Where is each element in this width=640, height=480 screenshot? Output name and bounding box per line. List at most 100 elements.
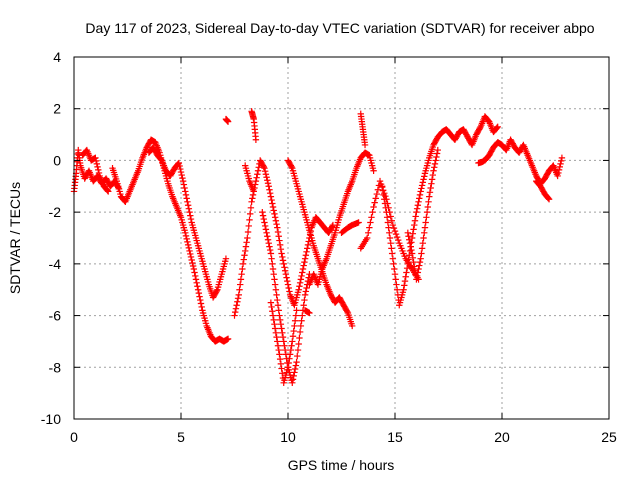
data-point-arc19 [558, 157, 565, 165]
data-point-arc16 [374, 186, 382, 193]
data-point-arc10 [271, 320, 278, 328]
data-point-arc19 [557, 160, 564, 168]
data-point-arc4 [180, 181, 188, 188]
data-point-arc3 [184, 241, 192, 249]
data-point-arc9 [278, 325, 285, 332]
data-point-arc9 [302, 288, 310, 295]
data-point-arc3 [188, 256, 195, 264]
data-point-arc6 [275, 233, 282, 240]
data-point-arc9 [290, 372, 297, 380]
data-point-arc18 [423, 214, 430, 221]
data-point-arc6 [280, 260, 287, 268]
data-point-arc17 [421, 173, 428, 180]
data-point-arc4 [186, 208, 193, 216]
data-point-arc16 [373, 190, 381, 198]
x-axis-label: GPS time / hours [288, 457, 395, 473]
data-point-arc20 [482, 155, 489, 163]
data-point-arc6 [266, 186, 273, 193]
data-point-arc5 [224, 118, 232, 125]
data-point-arc6 [263, 174, 270, 181]
data-point-arc4 [178, 171, 185, 179]
data-point-arc3 [196, 293, 203, 300]
data-point-arc17 [393, 281, 400, 288]
data-point-arc16 [393, 233, 401, 241]
data-point-arc11 [288, 163, 295, 171]
data-point-arc17 [383, 208, 390, 216]
data-point-arc10 [274, 338, 281, 345]
data-point-arc16 [368, 214, 375, 221]
data-point-arc18 [405, 233, 412, 240]
data-point-arc10 [267, 299, 275, 306]
data-point-arc6 [297, 276, 305, 283]
data-point-arc4 [184, 198, 191, 205]
data-point-arc16 [366, 224, 373, 231]
data-point-arc6 [270, 207, 277, 214]
data-point-arc18 [429, 171, 437, 179]
data-point-arc6 [240, 256, 247, 263]
data-point-arc11 [349, 322, 356, 330]
data-point-arc4 [179, 177, 187, 185]
data-point-arc3 [191, 269, 198, 276]
data-point-arc9 [270, 271, 277, 278]
data-point-arc6 [244, 234, 251, 242]
data-point-arc17 [386, 229, 393, 237]
data-point-arc18 [421, 224, 429, 231]
data-point-arc6 [284, 277, 291, 285]
data-point-arc4 [184, 202, 192, 209]
x-tick-label: 20 [494, 429, 510, 445]
data-point-arc6 [272, 217, 280, 224]
y-tick-label: -10 [41, 411, 61, 427]
data-point-arc9 [265, 239, 272, 247]
data-point-arc16 [370, 203, 377, 211]
data-point-arc10 [288, 342, 295, 349]
data-point-arc17 [410, 226, 417, 233]
data-point-arc6 [268, 196, 275, 204]
data-point-arc9 [293, 358, 300, 366]
data-point-arc6 [267, 193, 275, 200]
data-point-arc18 [410, 258, 417, 266]
data-point-arc9 [297, 322, 305, 330]
data-point-arc17 [381, 196, 388, 203]
data-point-arc18 [423, 208, 431, 216]
data-point-arc17 [388, 250, 396, 257]
data-point-arc18 [419, 239, 427, 247]
data-point-arc6 [296, 279, 304, 287]
data-point-arc3 [194, 286, 202, 293]
data-point-arc6 [246, 210, 254, 218]
data-point-arc9 [259, 208, 266, 216]
data-point-arc9 [294, 346, 302, 354]
data-point-arc10 [269, 312, 277, 319]
data-point-arc10 [290, 327, 297, 335]
data-point-arc17 [404, 260, 412, 268]
data-point-arc4 [187, 212, 194, 219]
data-point-arc6 [299, 269, 306, 276]
data-point-arc9 [279, 333, 287, 341]
data-point-arc3 [183, 235, 190, 243]
data-point-arc4 [182, 188, 189, 195]
data-point-arc17 [403, 264, 411, 272]
data-point-arc17 [378, 183, 386, 190]
data-point-arc3 [187, 253, 195, 261]
data-point-arc9 [273, 291, 280, 299]
data-point-arc6 [231, 312, 238, 319]
data-point-arc4 [183, 195, 190, 202]
data-point-arc6 [260, 163, 267, 171]
data-point-arc18 [425, 198, 432, 205]
data-point-arc2 [95, 166, 102, 174]
data-point-arc10 [291, 322, 298, 330]
data-point-arc10 [286, 355, 293, 362]
data-point-arc9 [277, 320, 285, 328]
data-point-arc6 [264, 177, 271, 184]
data-point-arc6 [232, 305, 240, 312]
data-point-arc18 [432, 157, 439, 164]
data-point-arc20 [483, 154, 491, 162]
data-point-arc9 [291, 365, 299, 373]
data-point-arc4 [177, 168, 185, 176]
data-point-arc9 [259, 212, 267, 219]
data-point-arc18 [422, 219, 429, 226]
data-point-arc6 [274, 224, 281, 231]
data-point-arc6 [239, 260, 247, 268]
data-point-arc18 [426, 193, 433, 200]
data-point-arc6 [271, 214, 279, 221]
